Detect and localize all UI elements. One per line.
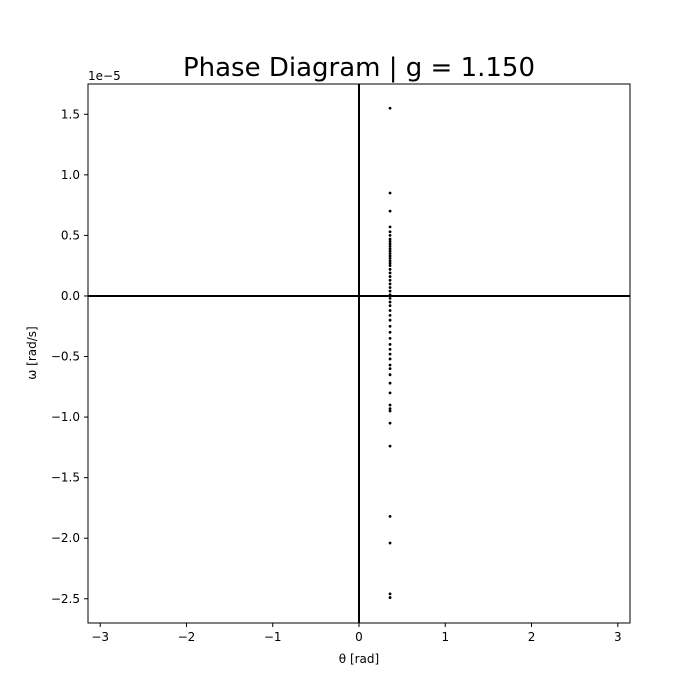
chart-title: Phase Diagram | g = 1.150 <box>183 53 535 83</box>
data-point <box>388 336 392 340</box>
data-point <box>388 300 392 304</box>
data-point <box>388 249 392 253</box>
y-tick-label: −2.0 <box>51 531 80 545</box>
data-point <box>388 421 392 425</box>
data-point <box>388 244 392 248</box>
data-point <box>388 254 392 258</box>
data-point <box>388 373 392 377</box>
data-point <box>388 247 392 251</box>
data-point <box>388 403 392 407</box>
data-point <box>388 242 392 246</box>
data-point <box>388 444 392 448</box>
x-tick-label: −3 <box>91 630 109 644</box>
data-point <box>388 252 392 255</box>
data-point <box>388 304 392 308</box>
data-point <box>388 267 392 271</box>
y-offset-label: 1e−5 <box>88 69 121 83</box>
y-tick-label: 0.5 <box>61 228 80 242</box>
data-point <box>388 234 392 237</box>
data-point <box>388 596 392 599</box>
x-tick-label: 0 <box>355 630 363 644</box>
data-point <box>388 225 392 229</box>
x-tick-label: −2 <box>178 630 196 644</box>
data-point <box>388 289 392 293</box>
data-point <box>388 296 392 300</box>
data-point <box>388 407 392 411</box>
data-point <box>388 318 392 322</box>
data-point <box>388 541 392 545</box>
data-point <box>388 240 392 243</box>
y-tick-label: −0.5 <box>51 350 80 364</box>
data-point <box>388 515 392 518</box>
y-tick-label: 1.5 <box>61 107 80 121</box>
reference-lines <box>88 84 630 623</box>
y-axis-label: ω [rad/s] <box>25 326 39 379</box>
data-point <box>388 357 392 361</box>
data-point <box>388 352 392 356</box>
data-points <box>388 106 392 599</box>
y-axis-ticks: −2.5 −2.0 −1.5 −1.0 −0.5 0.0 0.5 1.0 1.5 <box>51 107 88 606</box>
data-point <box>388 343 392 346</box>
data-point <box>388 264 392 268</box>
data-point <box>388 209 392 213</box>
data-point <box>388 592 392 596</box>
data-point <box>388 237 392 241</box>
data-point <box>388 293 392 297</box>
data-point <box>388 324 392 328</box>
data-point <box>388 313 392 317</box>
x-tick-label: 2 <box>528 630 536 644</box>
data-point <box>388 309 392 312</box>
y-tick-label: −1.0 <box>51 410 80 424</box>
data-point <box>388 275 392 278</box>
data-point <box>388 230 392 234</box>
data-point <box>388 330 392 334</box>
data-point <box>388 367 392 371</box>
data-point <box>388 391 392 395</box>
y-tick-label: −2.5 <box>51 592 80 606</box>
y-tick-label: −1.5 <box>51 471 80 485</box>
data-point <box>388 191 392 195</box>
data-point <box>388 381 392 385</box>
data-point <box>388 347 392 351</box>
x-axis-label: θ [rad] <box>339 652 379 666</box>
data-point <box>388 257 392 260</box>
data-point <box>388 363 392 367</box>
data-point <box>388 278 392 282</box>
data-point <box>388 282 392 286</box>
x-tick-label: 1 <box>441 630 449 644</box>
data-point <box>388 271 392 275</box>
x-tick-label: 3 <box>614 630 622 644</box>
x-tick-label: −1 <box>264 630 282 644</box>
x-axis-ticks: −3 −2 −1 0 1 2 3 <box>91 623 622 644</box>
data-point <box>388 261 392 265</box>
data-point <box>388 286 392 289</box>
data-point <box>388 259 392 263</box>
data-point <box>388 106 392 110</box>
y-tick-label: 1.0 <box>61 168 80 182</box>
y-tick-label: 0.0 <box>61 289 80 303</box>
data-point <box>388 409 392 413</box>
